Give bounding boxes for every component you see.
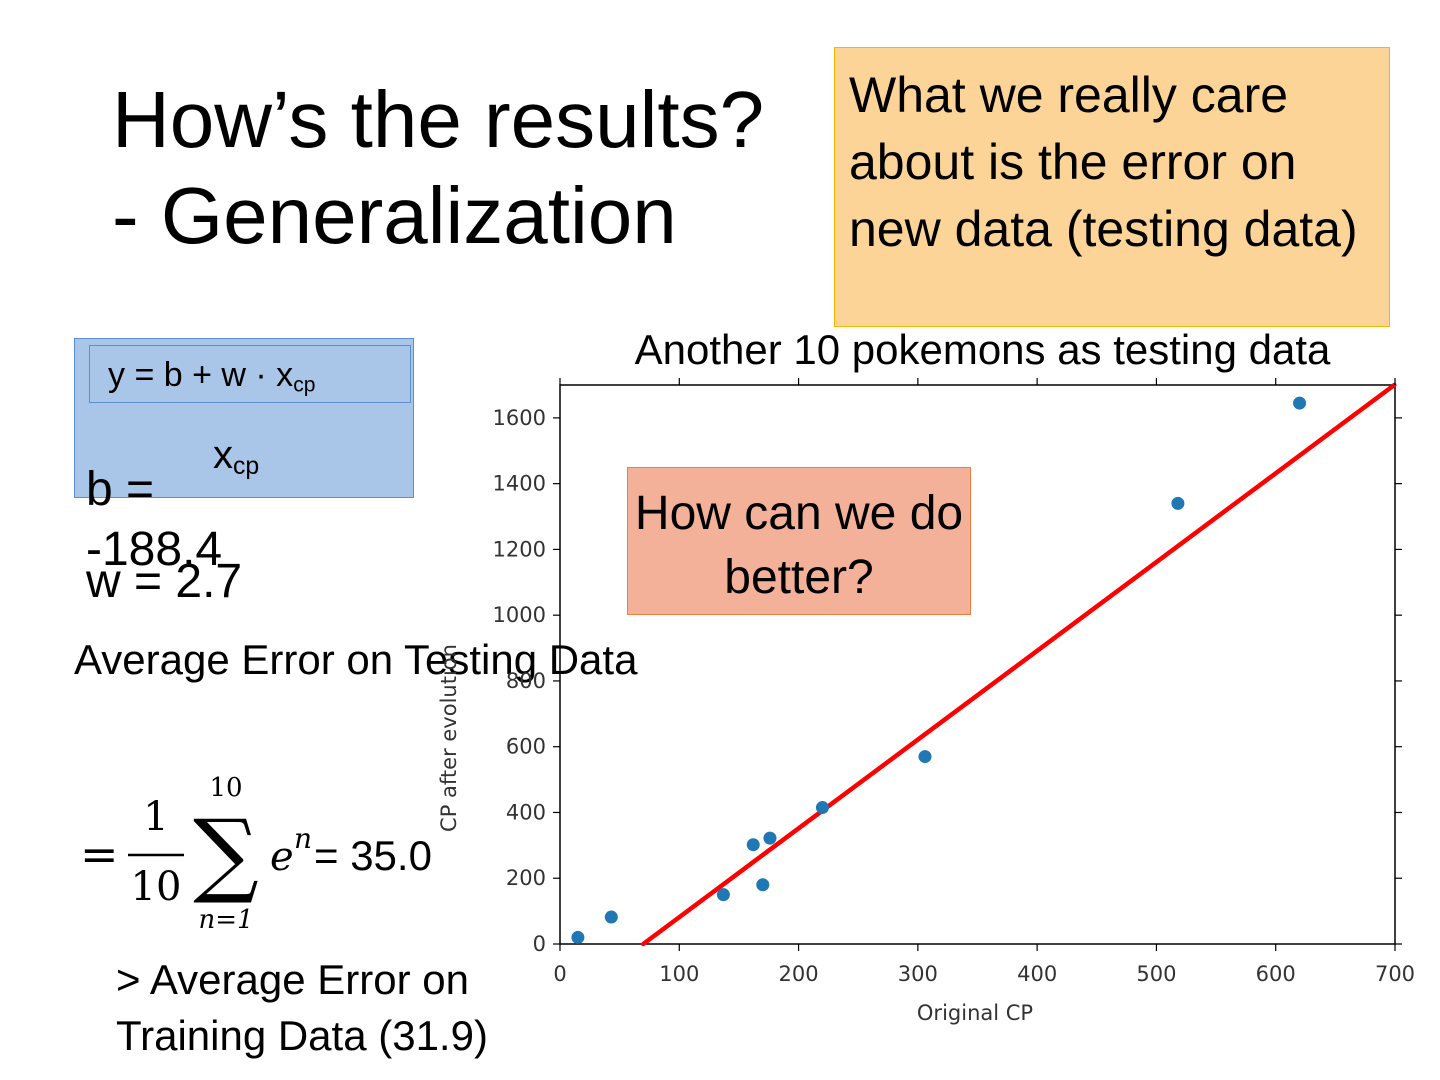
data-point xyxy=(763,831,777,845)
formula-result: = 35.0 xyxy=(314,832,432,879)
title-line-2: - Generalization xyxy=(112,171,677,260)
fit-line-layer xyxy=(640,382,1397,947)
y-tick-label: 400 xyxy=(506,800,546,824)
formula-sum-upper: 10 xyxy=(209,773,242,803)
formula-numerator: 1 xyxy=(143,794,168,840)
weight-value: w = 2.7 xyxy=(86,555,243,608)
formula-term-base: e xyxy=(270,834,294,880)
x-tick-label: 200 xyxy=(779,962,819,986)
average-error-formula: = 1 10 10 ∑ n=1 e n = 35.0 xyxy=(80,773,432,935)
model-formula-prefix: y = b + w · x xyxy=(108,356,294,394)
plot-frame xyxy=(559,384,1396,945)
x-tick-label: 400 xyxy=(1017,962,1057,986)
y-tick-label: 800 xyxy=(506,669,546,693)
data-point xyxy=(756,878,770,892)
bias-value: b = -188.4 xyxy=(86,463,223,576)
x-tick-label: 300 xyxy=(898,962,938,986)
y-tick-label: 1400 xyxy=(493,472,546,496)
x-tick-label: 500 xyxy=(1136,962,1176,986)
formula-term-sup: n xyxy=(294,822,312,855)
x-tick-label: 100 xyxy=(659,962,699,986)
input-variable-subscript: cp xyxy=(233,453,260,481)
y-tick-label: 200 xyxy=(506,866,546,890)
x-axis-label: Original CP xyxy=(917,1001,1033,1025)
y-axis-label: CP after evolution xyxy=(437,644,461,832)
data-point xyxy=(571,930,585,944)
input-variable-label: xcp xyxy=(213,433,259,481)
training-error-comparison: > Average Error on Training Data (31.9) xyxy=(116,956,488,1059)
regression-line xyxy=(640,382,1397,947)
plot-border xyxy=(559,384,1396,945)
slide-title: How’s the results? - Generalization xyxy=(112,72,764,264)
callout-do-better: How can we do better? xyxy=(627,467,971,615)
scatter-chart: 0 100 200 300 400 500 600 700 0 200 400 600 800 1000 1… xyxy=(437,378,1415,1025)
data-point xyxy=(918,750,932,764)
model-formula: y = b + w · xcp xyxy=(89,345,411,403)
formula-denominator: 10 xyxy=(131,864,182,910)
x-tick-label: 700 xyxy=(1375,962,1415,986)
data-point xyxy=(716,888,730,902)
formula-equals: = xyxy=(80,827,119,881)
formula-sum-lower: n=1 xyxy=(198,905,253,935)
average-error-label: Average Error on Testing Data xyxy=(74,636,638,683)
y-tick-label: 0 xyxy=(533,932,546,956)
title-line-1: How’s the results? xyxy=(112,75,765,164)
data-point xyxy=(604,910,618,924)
x-tick-label: 0 xyxy=(553,962,566,986)
x-tick-label: 600 xyxy=(1256,962,1296,986)
formula-sum-symbol: ∑ xyxy=(193,800,259,907)
y-tick-label: 1200 xyxy=(493,537,546,561)
input-variable-base: x xyxy=(213,433,233,477)
callout-testing-error: What we really care about is the error o… xyxy=(834,47,1390,327)
data-point xyxy=(815,801,829,815)
data-point xyxy=(1293,396,1307,410)
chart-title: Another 10 pokemons as testing data xyxy=(634,326,1331,373)
model-formula-subscript: cp xyxy=(293,373,316,397)
data-point xyxy=(746,838,760,852)
y-tick-label: 1600 xyxy=(493,406,546,430)
points-layer xyxy=(571,396,1307,944)
y-tick-label: 1000 xyxy=(493,603,546,627)
ticks-layer: 0 100 200 300 400 500 600 700 0 200 400 600 800 1000 1… xyxy=(493,378,1415,986)
data-point xyxy=(1171,496,1185,510)
y-tick-label: 600 xyxy=(506,735,546,759)
